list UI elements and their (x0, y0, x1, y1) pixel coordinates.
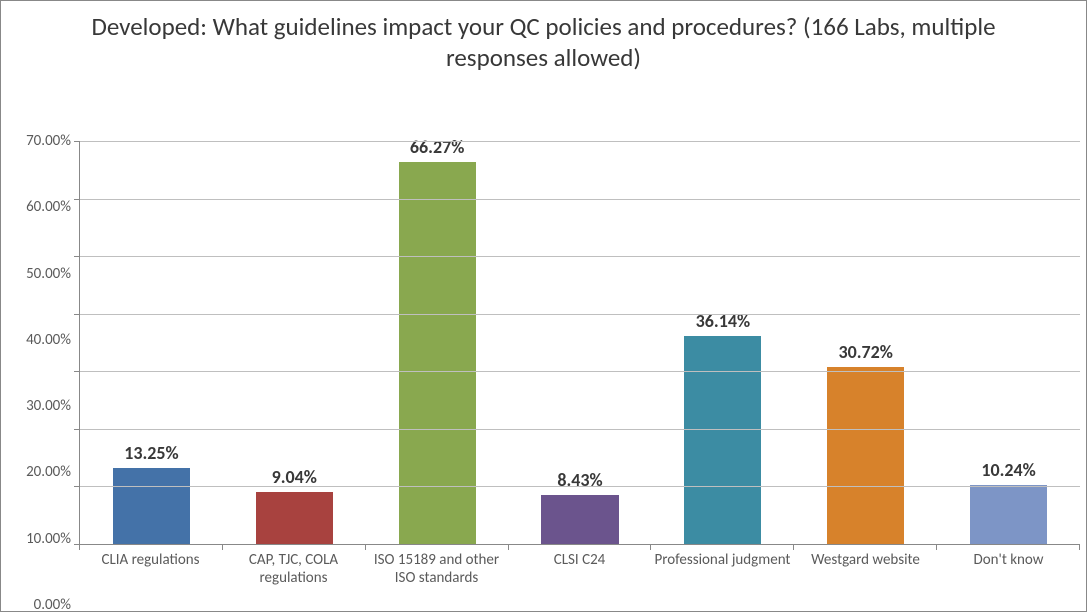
bar-slot: 66.27% (366, 141, 509, 544)
chart-title: Developed: What guidelines impact your Q… (47, 11, 1040, 74)
grid-line (80, 371, 1080, 372)
y-tick-mark (74, 314, 80, 315)
bar-value-label: 30.72% (839, 341, 893, 363)
plot-area-wrap: 0.00%10.00%20.00%30.00%40.00%50.00%60.00… (7, 141, 1080, 605)
bar: 9.04% (256, 492, 333, 544)
x-tick-mark (365, 544, 366, 550)
chart-container: Developed: What guidelines impact your Q… (0, 0, 1087, 612)
y-tick-mark (74, 199, 80, 200)
x-tick-mark (79, 544, 80, 550)
grid-line (80, 486, 1080, 487)
grid-line (80, 256, 1080, 257)
bar-value-label: 13.25% (124, 442, 178, 464)
bar: 30.72% (827, 367, 904, 544)
y-tick-label: 10.00% (26, 530, 71, 548)
plot-and-x: 13.25% 9.04% 66.27% 8.43% 36.14% 30.72% 10.24%… (79, 141, 1080, 605)
y-tick-label: 60.00% (26, 198, 71, 216)
x-axis-label: CAP, TJC, COLA regulations (222, 545, 365, 605)
bar: 8.43% (541, 495, 618, 544)
bar-slot: 8.43% (509, 141, 652, 544)
x-axis-label: CLSI C24 (508, 545, 651, 605)
y-axis: 0.00%10.00%20.00%30.00%40.00%50.00%60.00… (7, 141, 79, 605)
bar-slot: 13.25% (80, 141, 223, 544)
x-axis-label: Westgard website (794, 545, 937, 605)
y-tick-mark (74, 429, 80, 430)
bar-value-label: 9.04% (272, 466, 317, 488)
y-tick-mark (74, 256, 80, 257)
bar-slot: 36.14% (651, 141, 794, 544)
y-tick-label: 0.00% (34, 596, 71, 614)
y-tick-mark (74, 141, 80, 142)
x-tick-mark (936, 544, 937, 550)
bar-slot: 10.24% (937, 141, 1080, 544)
bar-value-label: 66.27% (410, 136, 464, 158)
grid-line (80, 314, 1080, 315)
bar: 13.25% (113, 468, 190, 544)
x-axis-label: ISO 15189 and other ISO standards (365, 545, 508, 605)
grid-line (80, 141, 1080, 142)
x-tick-mark (222, 544, 223, 550)
grid-line (80, 429, 1080, 430)
x-tick-mark (1079, 544, 1080, 550)
x-axis-label: CLIA regulations (79, 545, 222, 605)
bar-slot: 9.04% (223, 141, 366, 544)
x-axis-label: Professional judgment (651, 545, 794, 605)
y-tick-label: 20.00% (26, 463, 71, 481)
bars-layer: 13.25% 9.04% 66.27% 8.43% 36.14% 30.72% 10.24% (80, 141, 1080, 544)
x-tick-mark (508, 544, 509, 550)
bar: 36.14% (684, 336, 761, 544)
x-axis: CLIA regulationsCAP, TJC, COLA regulatio… (79, 545, 1080, 605)
bar-value-label: 8.43% (557, 469, 602, 491)
plot-area: 13.25% 9.04% 66.27% 8.43% 36.14% 30.72% 10.24% (79, 141, 1080, 545)
y-tick-mark (74, 371, 80, 372)
bar-value-label: 10.24% (981, 459, 1035, 481)
y-tick-label: 70.00% (26, 132, 71, 150)
y-tick-label: 30.00% (26, 397, 71, 415)
bar: 10.24% (970, 485, 1047, 544)
x-tick-mark (793, 544, 794, 550)
bar-slot: 30.72% (794, 141, 937, 544)
x-axis-label: Don't know (937, 545, 1080, 605)
x-tick-mark (650, 544, 651, 550)
grid-line (80, 199, 1080, 200)
y-tick-label: 50.00% (26, 265, 71, 283)
y-tick-mark (74, 486, 80, 487)
y-tick-label: 40.00% (26, 331, 71, 349)
